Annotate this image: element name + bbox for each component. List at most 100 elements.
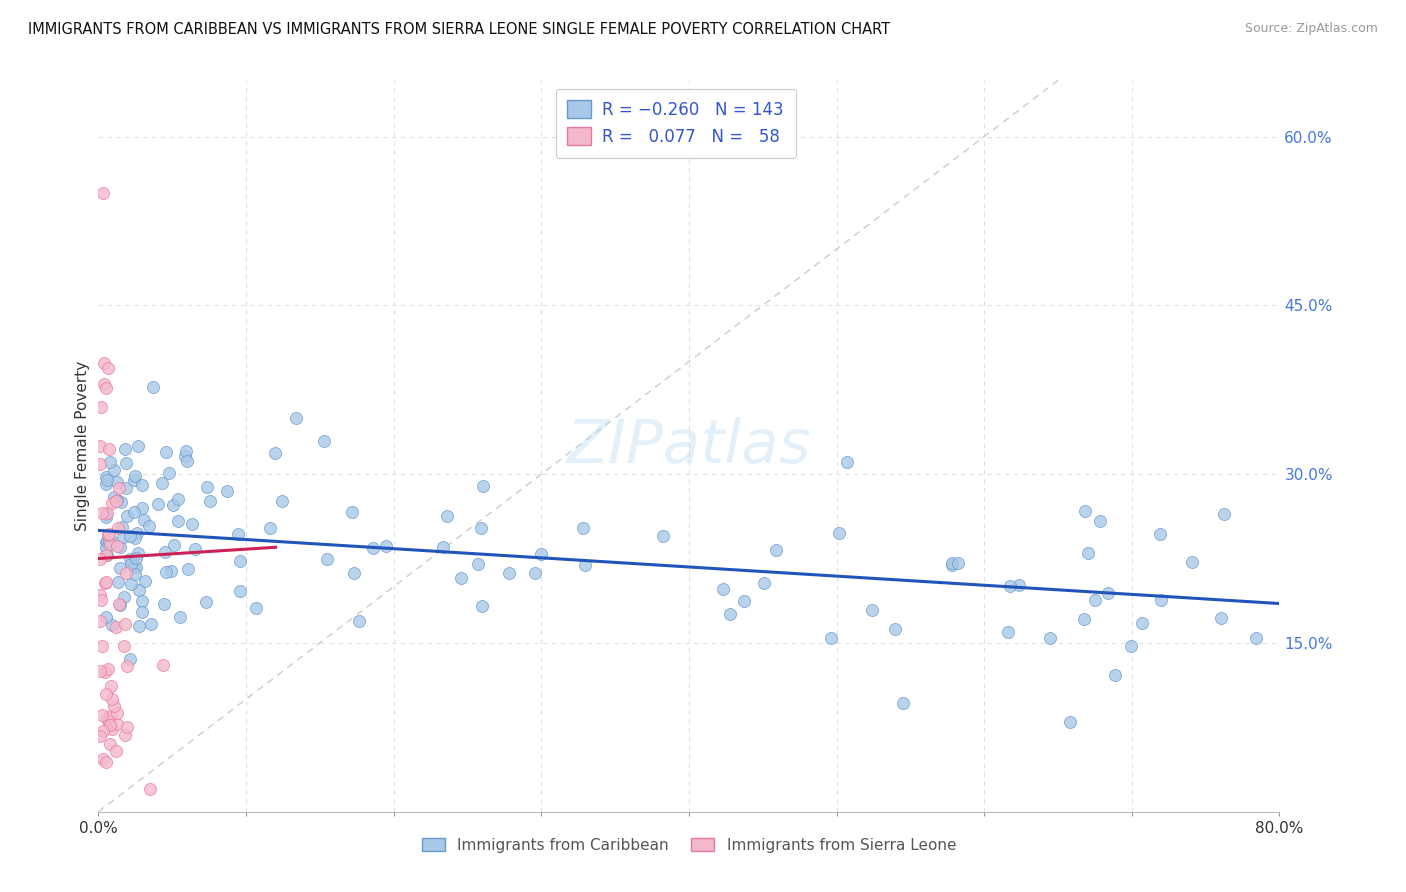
Point	[1073, 612, 1095, 626]
Point	[124, 469, 146, 483]
Point	[115, 658, 138, 673]
Point	[169, 610, 191, 624]
Point	[96, 473, 118, 487]
Point	[121, 556, 143, 570]
Point	[112, 640, 135, 654]
Point	[94, 541, 117, 556]
Point	[101, 496, 124, 510]
Point	[94, 507, 117, 521]
Point	[245, 601, 267, 615]
Point	[132, 513, 155, 527]
Point	[837, 455, 859, 469]
Point	[157, 467, 180, 481]
Point	[124, 531, 146, 545]
Point	[115, 566, 138, 580]
Point	[97, 662, 120, 676]
Point	[100, 679, 122, 693]
Point	[122, 473, 145, 487]
Point	[98, 533, 121, 548]
Point	[436, 509, 458, 524]
Point	[114, 456, 136, 470]
Point	[96, 711, 118, 725]
Point	[89, 614, 111, 628]
Point	[765, 543, 787, 558]
Point	[131, 500, 153, 515]
Point	[150, 476, 173, 491]
Point	[152, 658, 174, 673]
Point	[115, 481, 138, 495]
Point	[89, 552, 111, 566]
Point	[1181, 555, 1204, 569]
Point	[90, 400, 112, 414]
Point	[160, 564, 183, 578]
Point	[93, 575, 115, 590]
Point	[94, 510, 117, 524]
Point	[471, 479, 494, 493]
Point	[93, 665, 115, 679]
Point	[89, 664, 111, 678]
Point	[97, 527, 120, 541]
Point	[198, 494, 221, 508]
Point	[103, 490, 125, 504]
Point	[226, 526, 249, 541]
Point	[572, 521, 595, 535]
Point	[470, 521, 492, 535]
Point	[1077, 546, 1099, 560]
Point	[471, 599, 494, 614]
Point	[432, 540, 454, 554]
Point	[105, 744, 128, 758]
Point	[97, 714, 120, 728]
Point	[375, 540, 398, 554]
Legend: Immigrants from Caribbean, Immigrants from Sierra Leone: Immigrants from Caribbean, Immigrants fr…	[416, 831, 962, 859]
Point	[115, 509, 138, 524]
Text: Source: ZipAtlas.com: Source: ZipAtlas.com	[1244, 22, 1378, 36]
Point	[122, 505, 145, 519]
Point	[1209, 611, 1232, 625]
Point	[125, 551, 148, 566]
Point	[998, 579, 1021, 593]
Point	[264, 446, 287, 460]
Point	[91, 640, 114, 654]
Text: ZIPatlas: ZIPatlas	[567, 417, 811, 475]
Point	[1244, 632, 1267, 646]
Point	[1149, 527, 1171, 541]
Point	[110, 598, 132, 612]
Point	[733, 594, 755, 608]
Point	[167, 514, 190, 528]
Point	[96, 506, 118, 520]
Point	[1073, 504, 1095, 518]
Point	[104, 494, 127, 508]
Point	[120, 529, 142, 543]
Point	[98, 717, 121, 731]
Point	[711, 582, 734, 596]
Point	[97, 527, 120, 541]
Point	[112, 590, 135, 604]
Point	[120, 557, 142, 571]
Point	[118, 551, 141, 566]
Point	[1119, 639, 1142, 653]
Point	[340, 505, 363, 519]
Point	[114, 442, 136, 456]
Point	[98, 709, 121, 723]
Point	[941, 556, 963, 570]
Point	[89, 439, 111, 453]
Point	[96, 381, 118, 395]
Point	[134, 574, 156, 588]
Point	[93, 377, 115, 392]
Point	[162, 498, 184, 512]
Point	[107, 575, 129, 590]
Point	[89, 457, 111, 471]
Point	[89, 588, 111, 602]
Point	[98, 454, 121, 468]
Point	[108, 481, 131, 495]
Point	[105, 717, 128, 731]
Point	[110, 540, 132, 554]
Point	[101, 617, 124, 632]
Point	[1007, 578, 1029, 592]
Point	[167, 491, 190, 506]
Point	[173, 450, 195, 464]
Point	[94, 687, 117, 701]
Point	[96, 548, 118, 562]
Point	[94, 610, 117, 624]
Point	[860, 603, 883, 617]
